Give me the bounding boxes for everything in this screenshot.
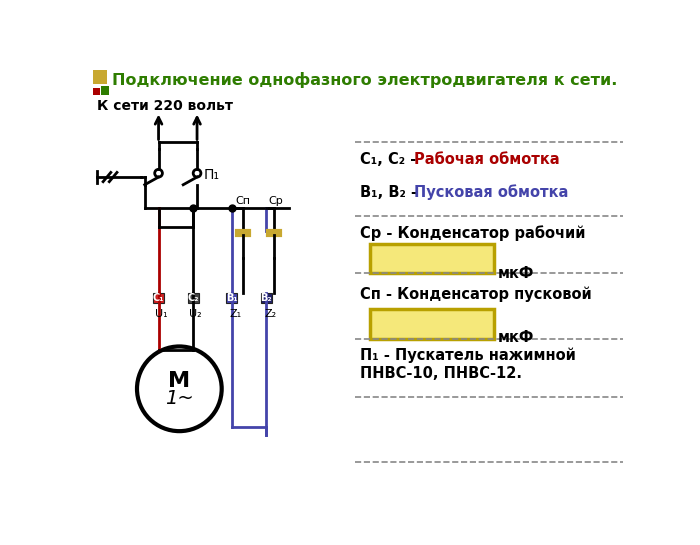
Text: П₁ - Пускатель нажимной: П₁ - Пускатель нажимной bbox=[360, 348, 575, 364]
Text: Сп: Сп bbox=[236, 196, 251, 205]
Text: К сети 220 вольт: К сети 220 вольт bbox=[97, 99, 233, 112]
Bar bbox=[261, 293, 272, 304]
Bar bbox=[370, 244, 494, 273]
Text: Подключение однофазного электродвигателя к сети.: Подключение однофазного электродвигателя… bbox=[112, 72, 617, 88]
Text: Ср: Ср bbox=[268, 196, 283, 205]
Text: М: М bbox=[168, 371, 190, 391]
Text: Ср - Конденсатор рабочий: Ср - Конденсатор рабочий bbox=[360, 225, 585, 240]
Text: С₁: С₁ bbox=[153, 293, 164, 303]
Text: П₁: П₁ bbox=[203, 168, 219, 181]
Text: Рабочая обмотка: Рабочая обмотка bbox=[414, 152, 560, 167]
Text: Сп - Конденсатор пусковой: Сп - Конденсатор пусковой bbox=[360, 286, 592, 302]
Text: U₂: U₂ bbox=[189, 310, 202, 319]
Circle shape bbox=[137, 347, 222, 431]
Bar bbox=[153, 293, 164, 304]
Text: С₁, С₂ -: С₁, С₂ - bbox=[360, 152, 421, 167]
Text: В₁: В₁ bbox=[226, 293, 237, 303]
Text: Z₂: Z₂ bbox=[264, 310, 276, 319]
Text: В₂: В₂ bbox=[260, 293, 272, 303]
Text: мкФ: мкФ bbox=[498, 265, 535, 281]
Text: ПНВС-10, ПНВС-12.: ПНВС-10, ПНВС-12. bbox=[360, 366, 522, 381]
Text: Z₁: Z₁ bbox=[230, 310, 242, 319]
Text: мкФ: мкФ bbox=[498, 330, 535, 346]
Bar bbox=[101, 86, 109, 95]
Bar bbox=[93, 88, 100, 95]
Text: В₁, В₂ -: В₁, В₂ - bbox=[360, 185, 421, 200]
Text: Пусковая обмотка: Пусковая обмотка bbox=[414, 185, 568, 201]
Text: С₂: С₂ bbox=[188, 293, 199, 303]
Bar bbox=[188, 293, 199, 304]
Bar bbox=[226, 293, 237, 304]
Text: U₁: U₁ bbox=[155, 310, 167, 319]
Bar bbox=[370, 310, 494, 339]
Bar bbox=[93, 70, 107, 84]
Text: 1~: 1~ bbox=[165, 389, 194, 408]
